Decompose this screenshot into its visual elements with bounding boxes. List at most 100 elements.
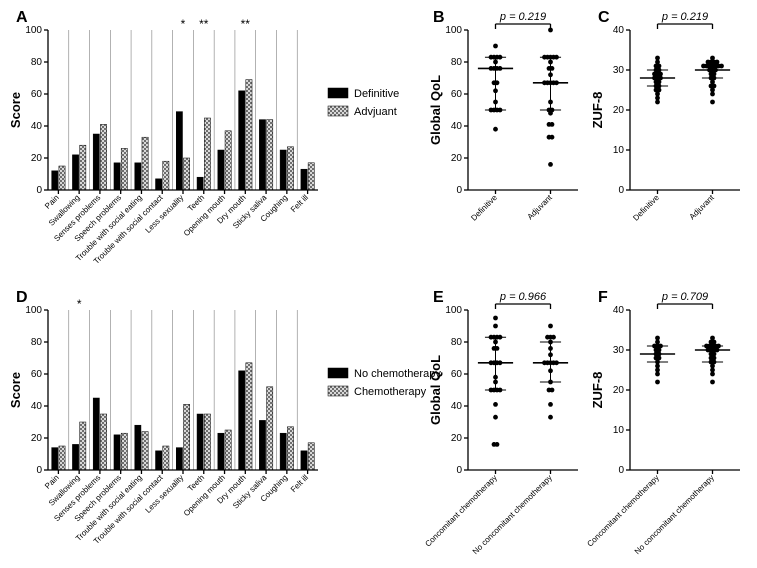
bar xyxy=(114,435,120,470)
panel-B: p = 0.219 Definitive Adjuvant xyxy=(469,11,568,223)
svg-text:Felt ill: Felt ill xyxy=(289,193,310,214)
bar xyxy=(218,433,224,470)
bar xyxy=(72,155,78,190)
bar xyxy=(52,448,58,470)
data-point xyxy=(548,111,553,116)
bar xyxy=(225,131,231,190)
svg-text:40: 40 xyxy=(451,121,463,132)
data-point xyxy=(548,28,553,33)
svg-text:40: 40 xyxy=(613,305,625,316)
svg-text:Definitive: Definitive xyxy=(469,193,499,223)
p-value: p = 0.219 xyxy=(661,11,708,23)
svg-text:100: 100 xyxy=(25,25,42,36)
legend-label: Chemotherapy xyxy=(354,386,427,398)
bar xyxy=(280,150,286,190)
legend-swatch xyxy=(328,106,348,116)
data-point xyxy=(548,402,553,407)
bar xyxy=(204,414,210,470)
svg-text:40: 40 xyxy=(613,25,625,36)
bar xyxy=(80,145,86,190)
bar xyxy=(59,166,65,190)
data-point xyxy=(493,415,498,420)
svg-text:60: 60 xyxy=(451,89,463,100)
bar xyxy=(59,446,65,470)
bar xyxy=(72,444,78,470)
bar xyxy=(287,427,293,470)
panel-C: p = 0.219DefinitiveAdjuvant xyxy=(631,11,730,223)
bar xyxy=(163,161,169,190)
svg-text:100: 100 xyxy=(445,25,462,36)
bar xyxy=(100,124,106,190)
bar xyxy=(259,420,265,470)
data-point xyxy=(548,324,553,329)
bar xyxy=(142,432,148,470)
data-point xyxy=(493,44,498,49)
data-point xyxy=(550,122,555,127)
bar xyxy=(308,163,314,190)
svg-text:40: 40 xyxy=(31,401,43,412)
panel-label-D: D xyxy=(16,289,28,306)
svg-text:Pain: Pain xyxy=(43,473,61,491)
data-point xyxy=(655,372,660,377)
bar xyxy=(184,404,190,470)
p-value: p = 0.219 xyxy=(499,11,546,23)
bar xyxy=(280,433,286,470)
svg-text:60: 60 xyxy=(451,369,463,380)
bar xyxy=(156,451,162,470)
legend-label: Definitive xyxy=(354,88,399,100)
svg-text:ZUF-8: ZUF-8 xyxy=(590,92,605,129)
svg-text:*: * xyxy=(77,297,82,311)
bar xyxy=(163,446,169,470)
data-point xyxy=(710,100,715,105)
axes-C: 010203040ZUF-8 xyxy=(590,25,740,196)
data-point xyxy=(550,135,555,140)
svg-text:100: 100 xyxy=(445,305,462,316)
svg-text:20: 20 xyxy=(31,153,43,164)
svg-text:0: 0 xyxy=(456,185,462,196)
bar xyxy=(218,150,224,190)
panel-D: PainSwallowingSenses problemsSpeech prob… xyxy=(43,297,441,546)
bar xyxy=(267,387,273,470)
data-point xyxy=(710,380,715,385)
legend-swatch xyxy=(328,368,348,378)
bar xyxy=(176,112,182,190)
bar xyxy=(239,91,245,190)
svg-text:Score: Score xyxy=(8,372,23,408)
svg-text:20: 20 xyxy=(451,153,463,164)
data-point xyxy=(710,372,715,377)
bar xyxy=(121,148,127,190)
svg-text:ZUF-8: ZUF-8 xyxy=(590,372,605,409)
bar xyxy=(100,414,106,470)
svg-text:0: 0 xyxy=(618,185,624,196)
data-point xyxy=(550,388,555,393)
svg-text:Adjuvant: Adjuvant xyxy=(526,193,555,222)
svg-text:100: 100 xyxy=(25,305,42,316)
panel-E: p = 0.966Concomitant chemotherapyNo conc… xyxy=(423,291,568,556)
figure-root: APainSwallowingSenses problemsSpeech pro… xyxy=(0,0,757,568)
svg-text:20: 20 xyxy=(31,433,43,444)
bar xyxy=(239,371,245,470)
bar xyxy=(93,398,99,470)
bar xyxy=(301,169,307,190)
bar xyxy=(80,422,86,470)
bar xyxy=(308,443,314,470)
bar xyxy=(267,120,273,190)
bar xyxy=(142,137,148,190)
svg-text:80: 80 xyxy=(31,57,43,68)
data-point xyxy=(493,127,498,132)
axes-F: 010203040ZUF-8 xyxy=(590,305,740,476)
svg-text:0: 0 xyxy=(456,465,462,476)
bar xyxy=(114,163,120,190)
panel-F: p = 0.709Concomitant chemotherapyNo conc… xyxy=(585,291,730,556)
svg-text:80: 80 xyxy=(31,337,43,348)
svg-text:20: 20 xyxy=(451,433,463,444)
bar xyxy=(204,118,210,190)
bar xyxy=(121,433,127,470)
bar xyxy=(246,363,252,470)
legend-swatch xyxy=(328,386,348,396)
bar xyxy=(176,448,182,470)
bar xyxy=(184,158,190,190)
data-point xyxy=(493,324,498,329)
svg-text:80: 80 xyxy=(451,57,463,68)
bar xyxy=(135,425,141,470)
